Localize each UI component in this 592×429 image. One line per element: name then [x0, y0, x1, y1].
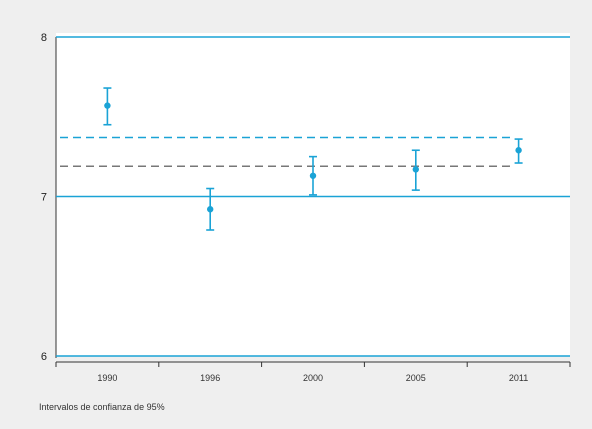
confidence-interval-note: Intervalos de confianza de 95% [39, 402, 165, 412]
y-tick-label-8: 8 [41, 32, 47, 44]
x-tick-label-2005: 2005 [406, 373, 426, 383]
data-point-2005 [412, 166, 419, 173]
data-point-2011 [515, 147, 522, 154]
x-tick-label-1990: 1990 [97, 373, 117, 383]
y-tick-label-7: 7 [41, 192, 47, 204]
data-point-1990 [104, 102, 111, 109]
y-tick-label-6: 6 [41, 351, 47, 363]
data-point-2000 [309, 172, 317, 179]
x-tick-label-2000: 2000 [303, 373, 323, 383]
x-tick-label-1996: 1996 [200, 373, 220, 383]
data-point-1996 [207, 206, 214, 213]
x-tick-label-2011: 2011 [509, 373, 528, 383]
